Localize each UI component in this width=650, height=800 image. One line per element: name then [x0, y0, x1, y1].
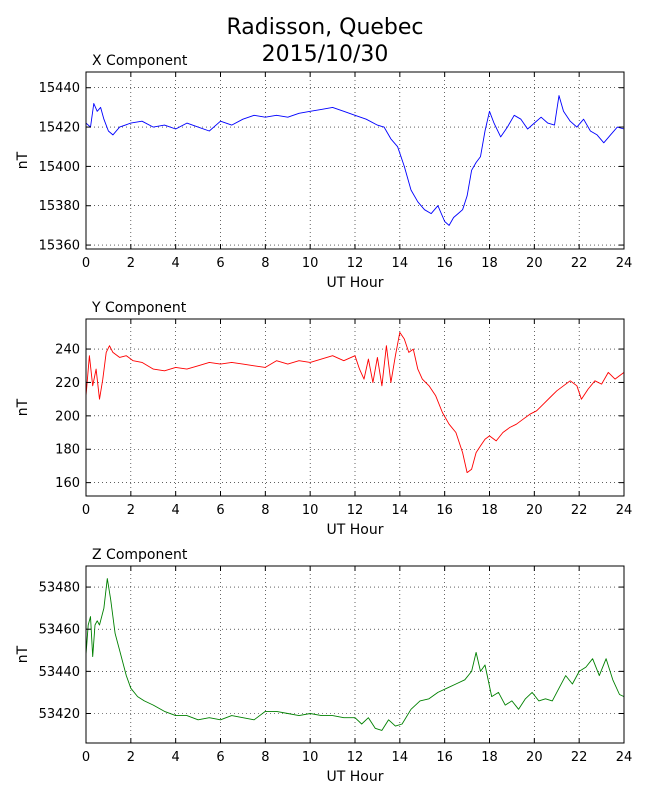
x-component-ylabel: nT — [15, 151, 31, 169]
z-component-xtick-label-14: 14 — [392, 750, 409, 765]
x-component-xtick-label-18: 18 — [481, 256, 498, 271]
x-component-xtick-label-16: 16 — [436, 256, 453, 271]
z-component-xlabel: UT Hour — [327, 769, 384, 785]
y-component-xlabel: UT Hour — [327, 522, 384, 538]
y-component-xtick-label-0: 0 — [82, 503, 90, 518]
x-component-ytick-label-15360: 15360 — [39, 239, 80, 254]
y-component-xtick-label-10: 10 — [302, 503, 319, 518]
y-component-ytick-label-180: 180 — [55, 443, 80, 458]
z-component-xtick-label-6: 6 — [216, 750, 224, 765]
y-component-ytick-label-160: 160 — [55, 476, 80, 491]
y-component-xtick-label-20: 20 — [526, 503, 543, 518]
z-component-xtick-label-2: 2 — [127, 750, 135, 765]
y-component-ytick-label-240: 240 — [55, 343, 80, 358]
x-component-title: X Component — [92, 53, 188, 69]
z-component-xtick-label-0: 0 — [82, 750, 90, 765]
x-component-xtick-label-10: 10 — [302, 256, 319, 271]
z-component-xtick-label-24: 24 — [616, 750, 633, 765]
y-component-xtick-label-4: 4 — [172, 503, 180, 518]
y-component-ytick-label-200: 200 — [55, 409, 80, 424]
y-component-xtick-label-16: 16 — [436, 503, 453, 518]
x-component-xlabel: UT Hour — [327, 275, 384, 291]
z-component-xtick-label-18: 18 — [481, 750, 498, 765]
z-component-ytick-label-53440: 53440 — [39, 665, 80, 680]
y-component-xtick-label-22: 22 — [571, 503, 588, 518]
z-component-xtick-label-12: 12 — [347, 750, 364, 765]
x-component-ytick-label-15420: 15420 — [39, 121, 80, 136]
y-component-xtick-label-2: 2 — [127, 503, 135, 518]
x-component-xtick-label-0: 0 — [82, 256, 90, 271]
x-component-xtick-label-14: 14 — [392, 256, 409, 271]
x-component-xtick-label-24: 24 — [616, 256, 633, 271]
y-component-xtick-label-12: 12 — [347, 503, 364, 518]
y-component-series-line-0 — [85, 331, 625, 474]
x-component-xtick-label-12: 12 — [347, 256, 364, 271]
z-component-xtick-label-16: 16 — [436, 750, 453, 765]
z-component-series-line-0 — [85, 578, 625, 731]
figure-title-line2: 2015/10/30 — [262, 42, 389, 67]
z-component-xtick-label-10: 10 — [302, 750, 319, 765]
z-component-ylabel: nT — [15, 645, 31, 663]
y-component-ytick-label-220: 220 — [55, 376, 80, 391]
z-component-ytick-label-53460: 53460 — [39, 623, 80, 638]
y-component-xtick-label-24: 24 — [616, 503, 633, 518]
x-component-xtick-label-6: 6 — [216, 256, 224, 271]
z-component-title: Z Component — [92, 547, 188, 563]
z-component-ytick-label-53420: 53420 — [39, 707, 80, 722]
x-component-ytick-label-15400: 15400 — [39, 160, 80, 175]
z-component-xtick-label-4: 4 — [172, 750, 180, 765]
y-component-ylabel: nT — [15, 398, 31, 416]
x-component-series-line-0 — [85, 95, 625, 226]
x-component-xtick-label-20: 20 — [526, 256, 543, 271]
figure-title-line1: Radisson, Quebec — [226, 15, 423, 40]
x-component-ytick-label-15440: 15440 — [39, 81, 80, 96]
x-component-xtick-label-2: 2 — [127, 256, 135, 271]
z-component-xtick-label-8: 8 — [261, 750, 269, 765]
x-component-xtick-label-22: 22 — [571, 256, 588, 271]
z-component-xtick-label-22: 22 — [571, 750, 588, 765]
x-component-xtick-label-8: 8 — [261, 256, 269, 271]
y-component-xtick-label-6: 6 — [216, 503, 224, 518]
x-component-xtick-label-4: 4 — [172, 256, 180, 271]
y-component-title: Y Component — [91, 300, 187, 316]
y-component-xtick-label-8: 8 — [261, 503, 269, 518]
x-component-ytick-label-15380: 15380 — [39, 199, 80, 214]
z-component-ytick-label-53480: 53480 — [39, 581, 80, 596]
y-component-xtick-label-18: 18 — [481, 503, 498, 518]
z-component-xtick-label-20: 20 — [526, 750, 543, 765]
y-component-xtick-label-14: 14 — [392, 503, 409, 518]
